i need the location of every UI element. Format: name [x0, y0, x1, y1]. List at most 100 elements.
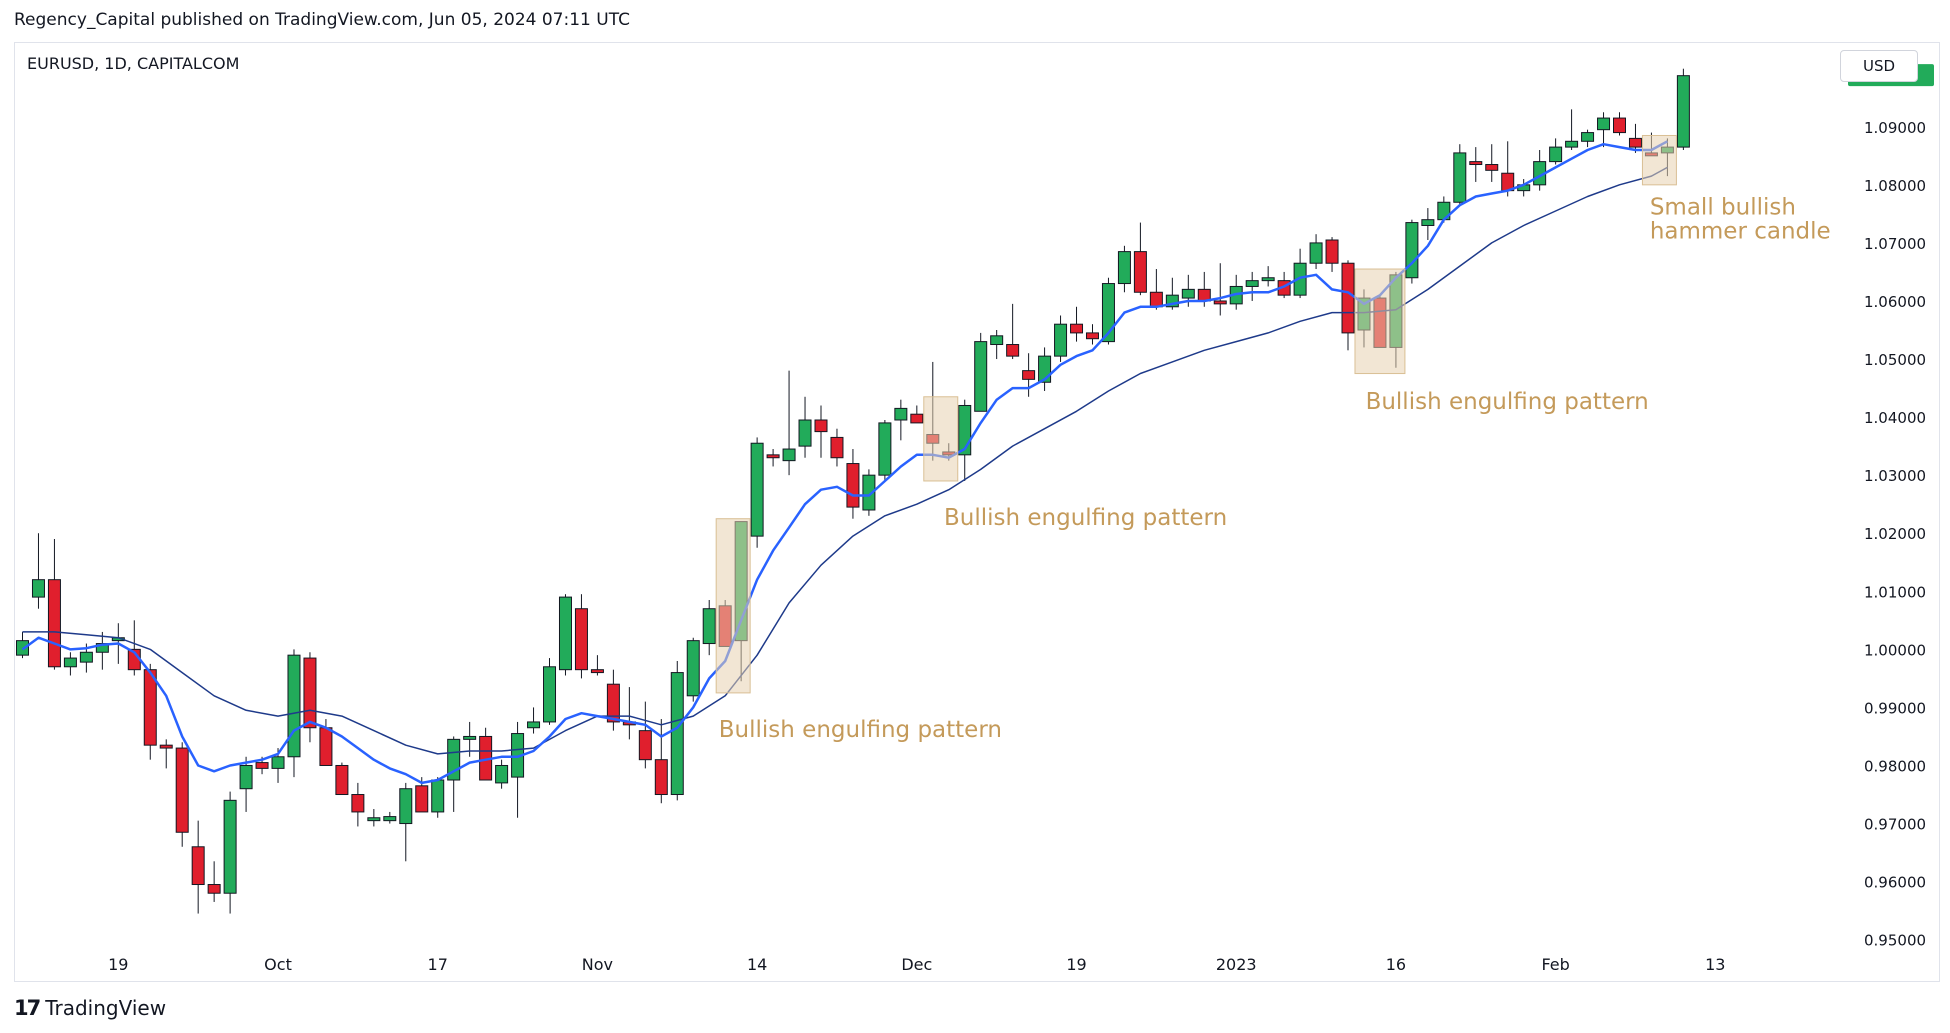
price-tick-label: 1.02000: [1864, 525, 1926, 543]
bearish-candle-body: [1469, 161, 1483, 166]
bearish-candle-body: [351, 794, 365, 813]
bearish-candle-body: [1133, 251, 1147, 293]
bullish-candle-body: [1309, 242, 1323, 264]
candle: [399, 782, 413, 862]
candle: [622, 687, 636, 740]
candle: [686, 637, 700, 702]
candles-layer: [16, 68, 1690, 914]
annotation-label: Small bullish hammer candle: [1650, 194, 1831, 244]
bullish-candle-body: [1181, 288, 1195, 299]
bearish-candle-body: [1149, 291, 1163, 308]
bullish-candle-body: [1453, 152, 1467, 203]
candle: [878, 420, 892, 481]
candle: [1549, 138, 1563, 165]
candle: [1581, 129, 1595, 148]
bullish-candle-body: [1549, 146, 1563, 163]
bearish-candle-body: [255, 762, 269, 769]
bullish-candle-body: [79, 651, 93, 663]
bullish-candle-body: [1117, 251, 1131, 285]
candle: [1533, 150, 1547, 191]
bearish-candle-body: [303, 657, 317, 729]
candle: [1309, 234, 1323, 270]
bearish-candle-body: [207, 884, 221, 894]
candle: [702, 600, 716, 656]
price-tick-label: 1.08000: [1864, 177, 1926, 195]
candle: [990, 330, 1004, 360]
candle: [638, 701, 652, 769]
candle: [1117, 245, 1131, 293]
candle: [654, 719, 668, 804]
tradingview-logo[interactable]: 17 TradingView: [14, 996, 166, 1020]
candle: [1676, 68, 1690, 150]
candle: [1453, 144, 1467, 206]
bullish-candle-body: [670, 672, 684, 796]
currency-button[interactable]: USD: [1840, 50, 1918, 82]
candle: [47, 539, 61, 670]
candle: [383, 811, 397, 824]
publisher-line: Regency_Capital published on TradingView…: [14, 10, 630, 30]
candle: [511, 721, 525, 818]
bearish-candle-body: [1213, 300, 1227, 305]
candle: [1213, 263, 1227, 316]
bullish-candle-body: [495, 764, 509, 784]
candle: [1325, 237, 1339, 272]
price-tick-label: 1.09000: [1864, 119, 1926, 137]
time-axis: 19 Oct 17 Nov 14 Dec 19 2023 16 Feb 13: [108, 955, 1725, 974]
candle: [207, 861, 221, 902]
bullish-candle-body: [383, 816, 397, 822]
bearish-candle-body: [1325, 239, 1339, 264]
time-tick-label: Oct: [264, 955, 292, 974]
candle: [750, 437, 764, 548]
price-tick-label: 1.01000: [1864, 583, 1926, 601]
bullish-candle-body: [558, 596, 572, 671]
price-tick-label: 1.03000: [1864, 467, 1926, 485]
bearish-candle-body: [830, 436, 844, 459]
bullish-candle-body: [750, 442, 764, 537]
candle: [63, 652, 77, 676]
candle: [862, 469, 876, 516]
bearish-candle-body: [175, 747, 189, 833]
candle: [1245, 271, 1259, 301]
candle: [1485, 144, 1499, 182]
annotation-label: Bullish engulfing pattern: [719, 717, 1002, 743]
candle: [1261, 266, 1275, 287]
candle: [1501, 141, 1515, 197]
time-tick-label: Feb: [1541, 955, 1569, 974]
bearish-candle-body: [143, 669, 157, 746]
candle: [31, 533, 45, 609]
annotation-box: [1641, 134, 1677, 186]
candle: [351, 782, 365, 827]
chart-frame: [14, 42, 1940, 982]
candle: [1613, 112, 1626, 136]
time-tick-label: 13: [1705, 955, 1725, 974]
annotation-label-line: Bullish engulfing pattern: [719, 717, 1002, 743]
price-tick-label: 0.97000: [1864, 816, 1926, 834]
bearish-candle-body: [1485, 164, 1499, 171]
bearish-candle-body: [1341, 262, 1355, 334]
candle: [367, 809, 381, 827]
bullish-candle-body: [527, 721, 541, 729]
symbol-label[interactable]: EURUSD, 1D, CAPITALCOM: [27, 54, 240, 73]
candle: [558, 594, 572, 676]
candle: [1149, 269, 1163, 310]
bearish-candle-body: [319, 727, 333, 766]
candle: [782, 370, 796, 476]
candle: [1133, 222, 1147, 296]
candle: [1006, 303, 1020, 360]
candle: [431, 777, 445, 818]
annotation-box: [923, 396, 959, 482]
candle: [1085, 324, 1099, 345]
candle: [479, 727, 493, 781]
tradingview-logo-text: TradingView: [45, 996, 167, 1020]
bearish-candle-body: [47, 579, 61, 668]
candle: [846, 449, 860, 519]
bearish-candle-body: [191, 846, 205, 886]
candle: [1022, 353, 1036, 397]
annotation-label-line: Bullish engulfing pattern: [1366, 389, 1649, 415]
bullish-candle-body: [878, 422, 892, 476]
ema-layer: [21, 140, 1668, 785]
bearish-candle-body: [910, 413, 924, 424]
candle: [1421, 208, 1435, 240]
bearish-candle-body: [766, 454, 780, 459]
